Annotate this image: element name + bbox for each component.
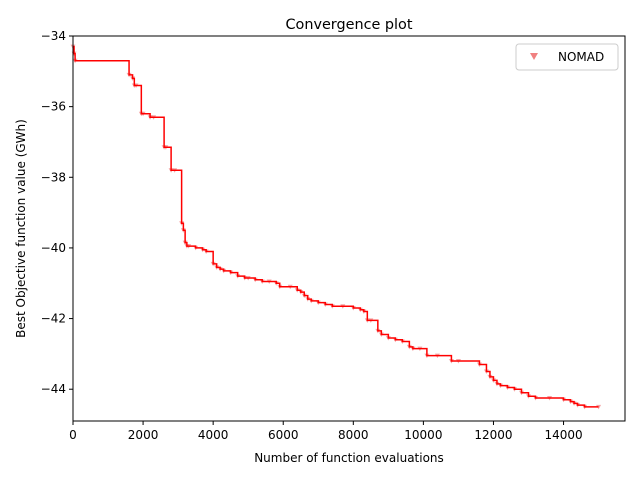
- x-tick-label: 4000: [198, 428, 229, 442]
- y-tick-label: −44: [41, 382, 66, 396]
- legend-label-nomad: NOMAD: [558, 50, 604, 64]
- x-tick-label: 8000: [338, 428, 369, 442]
- plot-area: [70, 35, 626, 422]
- series-line: [73, 45, 599, 408]
- axes-frame: [72, 35, 626, 422]
- legend-box: [515, 43, 619, 71]
- plot-background: [73, 36, 625, 421]
- x-tick-label: 12000: [474, 428, 512, 442]
- y-axis: −34 −36 −38 −40 −42 −44: [41, 29, 73, 396]
- series-group: [70, 44, 602, 410]
- y-tick-label: −40: [41, 241, 66, 255]
- x-axis-label: Number of function evaluations: [254, 451, 444, 465]
- y-tick-label: −42: [41, 312, 66, 326]
- y-axis-label: Best Objective function value (GWh): [14, 119, 28, 338]
- x-tick-label: 10000: [404, 428, 442, 442]
- x-tick-label: 14000: [544, 428, 582, 442]
- x-tick-label: 2000: [128, 428, 159, 442]
- x-axis: 0 2000 4000 6000 8000 10000 12000 14000: [69, 421, 583, 442]
- y-tick-label: −36: [41, 100, 66, 114]
- x-tick-label: 0: [69, 428, 77, 442]
- y-tick-label: −34: [41, 29, 66, 43]
- legend-marker-icon: [530, 53, 538, 60]
- chart-title: Convergence plot: [285, 17, 412, 33]
- legend: NOMAD: [515, 43, 619, 71]
- x-tick-label: 6000: [268, 428, 299, 442]
- y-tick-label: −38: [41, 170, 66, 184]
